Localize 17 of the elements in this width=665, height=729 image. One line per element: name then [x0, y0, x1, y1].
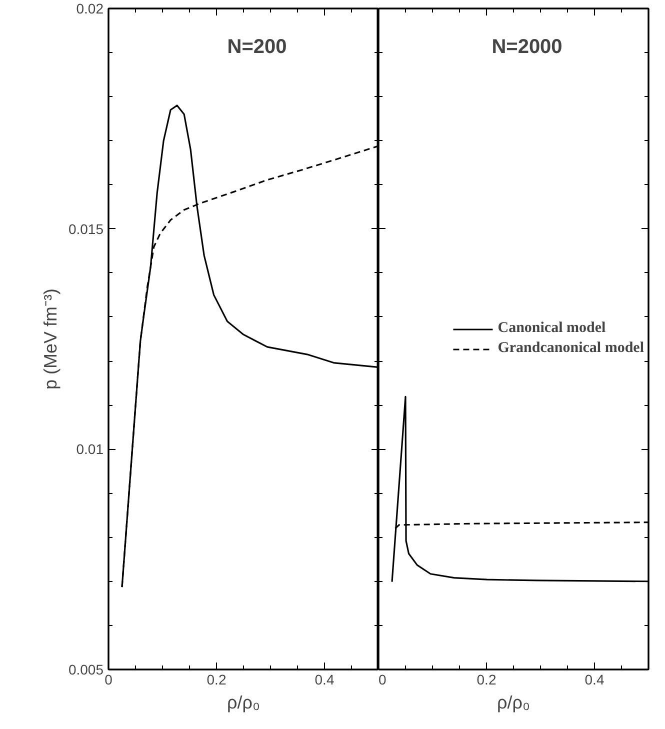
y-axis-title: p (MeV fm⁻³) [40, 288, 60, 390]
x-tick-label: 0.2 [476, 672, 496, 688]
y-tick-label: 0.005 [68, 662, 104, 678]
legend-label: Canonical model [498, 320, 606, 337]
x-tick-label: 0 [378, 672, 386, 688]
x-tick-label: 0.2 [206, 672, 226, 688]
x-tick-label: 0.4 [584, 672, 604, 688]
x-tick-label: 0.4 [314, 672, 334, 688]
x-axis-title: ρ/ρ₀ [497, 692, 530, 712]
x-tick-label: 0 [104, 672, 113, 688]
y-tick-label: 0.015 [68, 220, 104, 237]
text: N=2000 [492, 36, 562, 58]
text: N=200 [227, 36, 287, 58]
legend-label: Grandcanonical model [498, 340, 644, 357]
y-tick-label: 0.01 [76, 441, 104, 458]
y-tick-label: 0.02 [76, 0, 104, 16]
x-axis-title: ρ/ρ₀ [227, 692, 260, 712]
